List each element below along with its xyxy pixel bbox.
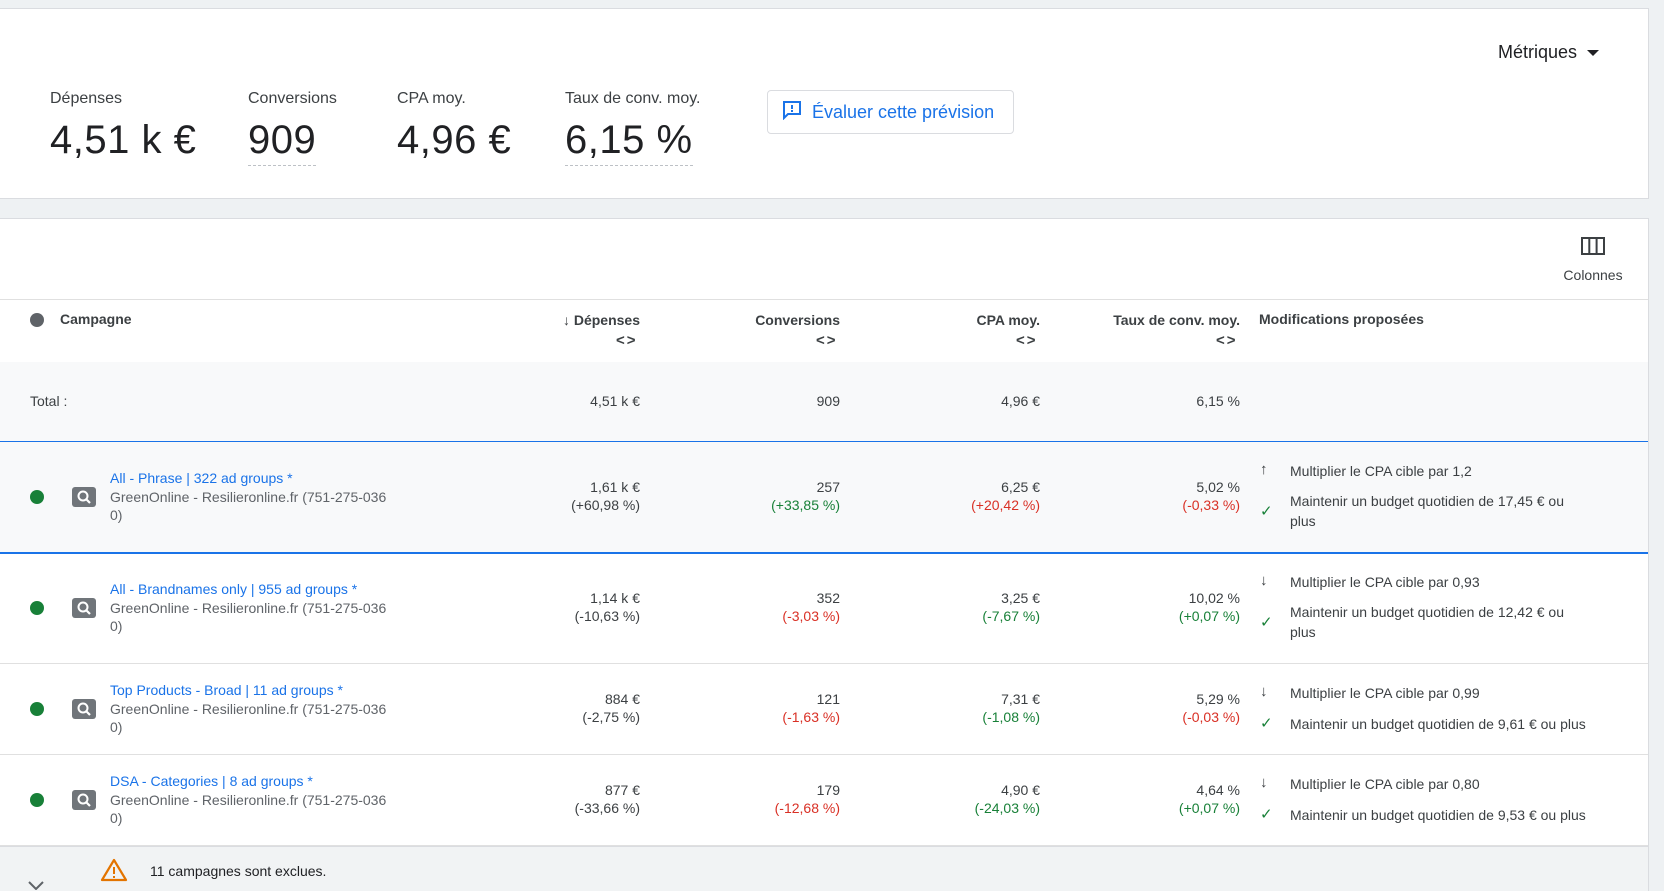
metrics-dropdown[interactable]: Métriques	[1498, 42, 1600, 63]
table-row	[0, 554, 1648, 664]
columns-button[interactable]: Colonnes	[1560, 236, 1626, 283]
expand-cpa-icon[interactable]: <>	[1016, 332, 1038, 349]
caret-down-icon	[1587, 49, 1600, 56]
row-spend: 877 € (-33,66 %)	[574, 782, 640, 816]
status-header-icon[interactable]	[30, 313, 44, 327]
search-campaign-icon	[72, 598, 96, 618]
total-row	[0, 362, 1648, 442]
change-daily-budget: Maintenir un budget quotidien de 17,45 €…	[1290, 493, 1564, 529]
row-cpa: 3,25 € (-7,67 %)	[982, 590, 1040, 624]
total-conv-rate: 6,15 %	[1196, 393, 1240, 409]
expand-chevron-icon[interactable]	[26, 878, 46, 890]
total-cpa: 4,96 €	[1001, 393, 1040, 409]
header-spend[interactable]: ↓ Dépenses	[552, 312, 640, 328]
columns-icon	[1581, 236, 1605, 259]
campaign-account: GreenOnline - Resilieronline.fr (751-275…	[110, 600, 387, 634]
campaign-account: GreenOnline - Resilieronline.fr (751-275…	[110, 792, 387, 826]
row-conv-rate: 10,02 % (+0,07 %)	[1178, 590, 1240, 624]
search-campaign-icon	[72, 699, 96, 719]
row-conv-rate: 5,29 % (-0,03 %)	[1182, 691, 1240, 725]
row-conversions: 179 (-12,68 %)	[774, 782, 840, 816]
metric-label-spend: Dépenses	[50, 90, 123, 107]
row-conversions: 121 (-1,63 %)	[782, 691, 840, 725]
change-daily-budget: Maintenir un budget quotidien de 12,42 €…	[1290, 604, 1564, 640]
header-conversions[interactable]: Conversions	[755, 312, 840, 328]
campaign-account: GreenOnline - Resilieronline.fr (751-275…	[110, 701, 387, 735]
status-enabled-icon	[30, 702, 44, 716]
row-conversions: 257 (+33,85 %)	[771, 479, 840, 513]
row-cpa: 6,25 € (+20,42 %)	[971, 479, 1040, 513]
header-spend-label: Dépenses	[573, 312, 640, 328]
arrow-up-icon: ↑	[1260, 461, 1268, 478]
row-conv-rate: 4,64 % (+0,07 %)	[1178, 782, 1240, 816]
change-cpa-target: Multiplier le CPA cible par 0,80	[1290, 776, 1480, 792]
check-icon: ✓	[1260, 715, 1273, 732]
change-daily-budget: Maintenir un budget quotidien de 9,61 € …	[1290, 716, 1586, 732]
expand-spend-icon[interactable]: <>	[616, 332, 638, 349]
arrow-down-icon: ↓	[1260, 572, 1268, 589]
excluded-campaigns-bar	[0, 846, 1648, 891]
table-row	[0, 664, 1648, 755]
metric-value-cpa: 4,96 €	[397, 118, 512, 162]
row-cpa: 4,90 € (-24,03 %)	[974, 782, 1040, 816]
check-icon: ✓	[1260, 806, 1273, 823]
evaluate-forecast-label: Évaluer cette prévision	[812, 101, 995, 122]
metric-label-cpa: CPA moy.	[397, 90, 466, 107]
change-cpa-target: Multiplier le CPA cible par 0,99	[1290, 685, 1480, 701]
check-icon: ✓	[1260, 614, 1273, 631]
search-campaign-icon	[72, 487, 96, 507]
expand-conversions-icon[interactable]: <>	[816, 332, 838, 349]
header-proposed-changes: Modifications proposées	[1259, 311, 1424, 327]
metric-label-conv-rate: Taux de conv. moy.	[565, 90, 701, 107]
total-label: Total :	[30, 393, 68, 409]
check-icon: ✓	[1260, 503, 1273, 520]
row-conversions: 352 (-3,03 %)	[782, 590, 840, 624]
campaign-link[interactable]: DSA - Categories | 8 ad groups *	[110, 773, 313, 789]
metrics-dropdown-label: Métriques	[1498, 42, 1578, 62]
header-conv-rate[interactable]: Taux de conv. moy.	[1113, 312, 1240, 328]
change-cpa-target: Multiplier le CPA cible par 1,2	[1290, 463, 1472, 479]
evaluate-forecast-button[interactable]: Évaluer cette prévision	[767, 90, 1014, 134]
metric-value-conv-rate[interactable]: 6,15 %	[565, 118, 693, 166]
search-campaign-icon	[72, 790, 96, 810]
campaign-link[interactable]: All - Brandnames only | 955 ad groups *	[110, 581, 358, 597]
change-cpa-target: Multiplier le CPA cible par 0,93	[1290, 574, 1480, 590]
total-conversions: 909	[816, 393, 840, 409]
sort-down-arrow-icon: ↓	[562, 312, 574, 328]
row-spend: 1,14 k € (-10,63 %)	[574, 590, 640, 624]
total-spend: 4,51 k €	[590, 393, 640, 409]
metric-value-conversions[interactable]: 909	[248, 118, 317, 166]
feedback-icon	[782, 100, 802, 125]
arrow-down-icon: ↓	[1260, 774, 1268, 791]
metric-value-spend: 4,51 k €	[50, 118, 197, 162]
header-campaign[interactable]: Campagne	[60, 311, 132, 327]
row-spend: 1,61 k € (+60,98 %)	[571, 479, 640, 513]
warning-icon	[100, 858, 128, 887]
campaign-link[interactable]: Top Products - Broad | 11 ad groups *	[110, 682, 343, 698]
metric-label-conversions: Conversions	[248, 90, 337, 107]
header-cpa[interactable]: CPA moy.	[976, 312, 1040, 328]
campaign-account: GreenOnline - Resilieronline.fr (751-275…	[110, 489, 387, 523]
status-enabled-icon	[30, 490, 44, 504]
table-row	[0, 442, 1648, 554]
row-conv-rate: 5,02 % (-0,33 %)	[1182, 479, 1240, 513]
arrow-down-icon: ↓	[1260, 683, 1268, 700]
row-spend: 884 € (-2,75 %)	[582, 691, 640, 725]
table-header-row	[0, 299, 1648, 363]
change-daily-budget: Maintenir un budget quotidien de 9,53 € …	[1290, 807, 1586, 823]
table-row	[0, 755, 1648, 846]
expand-conv-rate-icon[interactable]: <>	[1216, 332, 1238, 349]
columns-label: Colonnes	[1563, 267, 1623, 283]
row-cpa: 7,31 € (-1,08 %)	[982, 691, 1040, 725]
excluded-campaigns-text: 11 campagnes sont exclues.	[150, 863, 327, 879]
status-enabled-icon	[30, 793, 44, 807]
status-enabled-icon	[30, 601, 44, 615]
campaign-link[interactable]: All - Phrase | 322 ad groups *	[110, 470, 293, 486]
